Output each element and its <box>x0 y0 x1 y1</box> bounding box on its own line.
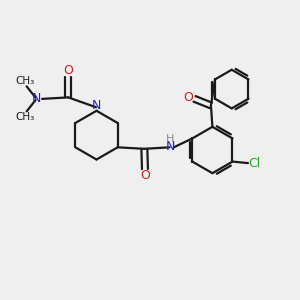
Text: O: O <box>63 64 73 77</box>
Text: Cl: Cl <box>248 157 261 169</box>
Text: H: H <box>166 134 175 144</box>
Text: N: N <box>32 92 41 105</box>
Text: CH₃: CH₃ <box>16 112 35 122</box>
Text: N: N <box>92 99 101 112</box>
Text: O: O <box>183 91 193 104</box>
Text: N: N <box>166 140 175 153</box>
Text: CH₃: CH₃ <box>16 76 35 86</box>
Text: O: O <box>140 169 150 182</box>
